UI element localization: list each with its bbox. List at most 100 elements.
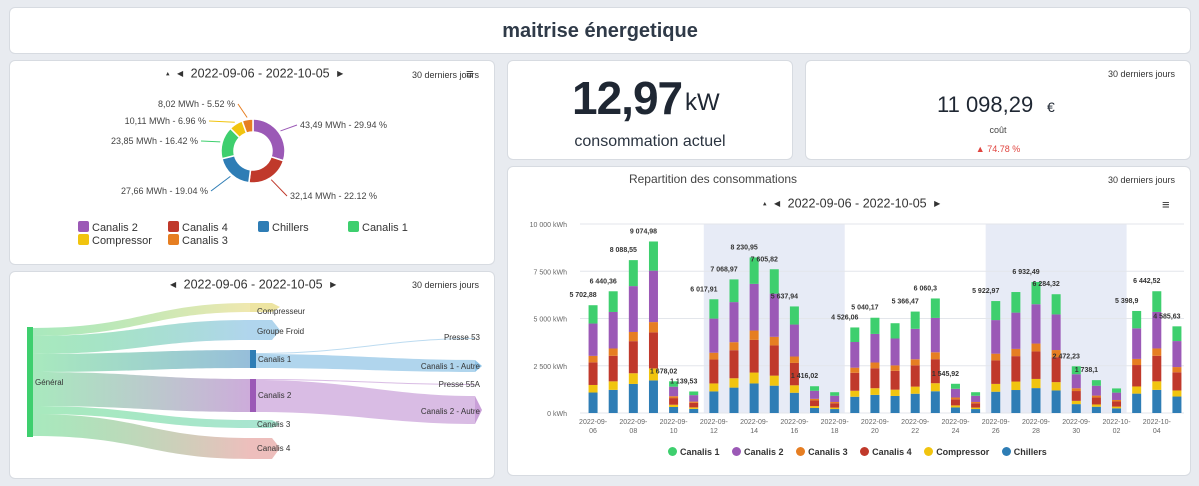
next-arrow-icon[interactable]: ▶ — [934, 199, 941, 209]
bar-stack[interactable] — [769, 269, 779, 413]
x-tick-label: 2022-09- — [660, 419, 689, 426]
bar-total-label: 5 366,47 — [892, 299, 919, 306]
bar-stack[interactable] — [648, 241, 658, 413]
bar-stack[interactable] — [810, 386, 820, 413]
prev-arrow-icon[interactable]: ◀ — [170, 280, 177, 290]
bar-segment-canalis-4 — [588, 362, 598, 385]
caret-up-icon[interactable]: ▴ — [763, 200, 767, 208]
legend-item-canalis2[interactable]: Canalis 2 — [78, 221, 138, 234]
period-label: 30 derniers jours — [1108, 175, 1176, 185]
bar-stack[interactable] — [950, 383, 960, 413]
date-navigator: ▴ ◀ 2022-09-06 - 2022-10-05 ▶ — [166, 66, 347, 81]
bar-segment-compressor — [890, 389, 900, 396]
next-arrow-icon[interactable]: ▶ — [330, 280, 337, 290]
sankey-link-canalis3 — [32, 406, 250, 428]
legend-item-canalis2[interactable]: Canalis 2 — [732, 447, 784, 457]
bar-stack[interactable] — [628, 260, 638, 413]
bar-segment-chillers — [1112, 408, 1122, 413]
bar-stack[interactable] — [608, 291, 618, 413]
bar-stack[interactable] — [669, 381, 679, 413]
bar-stack[interactable] — [1172, 326, 1182, 413]
bar-segment-canalis-2 — [971, 395, 981, 402]
legend-item-canalis4[interactable]: Canalis 4 — [860, 447, 912, 457]
bar-stack[interactable] — [588, 305, 598, 413]
bar-segment-canalis-2 — [810, 390, 820, 399]
bar-stack[interactable] — [689, 391, 699, 413]
bar-segment-chillers — [789, 392, 799, 413]
bar-segment-canalis-4 — [910, 365, 920, 387]
bar-stack[interactable] — [1132, 310, 1142, 413]
bar-segment-canalis-3 — [810, 398, 820, 401]
bar-total-label: 1 545,92 — [932, 371, 959, 378]
bar-segment-canalis-3 — [628, 331, 638, 342]
sankey-label-canalis1: Canalis 1 — [258, 355, 292, 364]
legend-item-compressor[interactable]: Compressor — [78, 234, 152, 247]
donut-slice-canalis-2[interactable] — [252, 118, 286, 162]
bar-stack[interactable] — [1071, 366, 1081, 413]
bar-stack[interactable] — [910, 311, 920, 413]
sankey-link-canalis1 — [32, 350, 250, 372]
menu-icon[interactable]: ≡ — [1162, 197, 1170, 212]
donut-slice-canalis-4[interactable] — [248, 155, 285, 184]
caret-up-icon[interactable]: ▴ — [166, 70, 170, 78]
bar-segment-canalis-1 — [689, 391, 699, 396]
bar-segment-chillers — [709, 391, 719, 413]
next-arrow-icon[interactable]: ▶ — [337, 69, 344, 79]
bar-segment-canalis-4 — [789, 362, 799, 386]
bar-stack[interactable] — [709, 299, 719, 413]
legend-item-canalis3[interactable]: Canalis 3 — [168, 234, 228, 247]
bar-total-label: 4 526,06 — [831, 314, 858, 321]
bar-segment-canalis-1 — [669, 381, 679, 387]
bar-segment-canalis-4 — [1031, 351, 1041, 379]
bar-stack[interactable] — [1031, 281, 1041, 413]
stacked-bar-chart: 0 kWh 2 500 kWh 5 000 kWh 7 500 kWh 10 000 k… — [530, 222, 1184, 435]
bar-segment-canalis-2 — [1011, 312, 1021, 349]
legend-item-chillers[interactable]: Chillers — [258, 221, 309, 234]
prev-arrow-icon[interactable]: ◀ — [177, 69, 184, 79]
sankey-label-general: Général — [35, 378, 64, 387]
bar-stack[interactable] — [850, 327, 860, 413]
legend-item-chillers[interactable]: Chillers — [1001, 447, 1047, 457]
bar-segment-canalis-3 — [1031, 343, 1041, 352]
bar-segment-canalis-4 — [769, 345, 779, 376]
bar-stack[interactable] — [1091, 380, 1101, 413]
bar-stack[interactable] — [1011, 292, 1021, 413]
bar-stack[interactable] — [870, 317, 880, 413]
donut-slice-canalis-3[interactable] — [241, 118, 254, 135]
bar-segment-canalis-2 — [789, 324, 799, 357]
bar-stack[interactable] — [749, 257, 759, 413]
bar-segment-canalis-1 — [709, 299, 719, 319]
menu-icon[interactable]: ≡ — [466, 66, 474, 81]
donut-connector — [210, 175, 231, 192]
bar-segment-canalis-2 — [608, 311, 618, 349]
legend-item-canalis3[interactable]: Canalis 3 — [796, 447, 848, 457]
x-tick-label: 2022-09- — [901, 419, 930, 426]
bar-stack[interactable] — [991, 301, 1001, 413]
x-tick-label: 24 — [952, 428, 960, 435]
bar-segment-canalis-2 — [1051, 314, 1061, 351]
bar-stack[interactable] — [971, 392, 981, 413]
bar-total-label: 6 017,91 — [690, 286, 717, 293]
bar-stack[interactable] — [1051, 294, 1061, 413]
bar-stack[interactable] — [930, 298, 940, 413]
bar-segment-compressor — [971, 407, 981, 410]
bar-stack[interactable] — [830, 392, 840, 413]
sankey-link-compresseur — [32, 303, 250, 336]
legend-item-canalis1[interactable]: Canalis 1 — [348, 221, 408, 234]
legend-item-compressor[interactable]: Compressor — [924, 447, 989, 457]
bar-stack[interactable] — [789, 306, 799, 413]
donut-slice-chillers[interactable] — [221, 154, 252, 184]
x-tick-label: 18 — [831, 428, 839, 435]
bar-stack[interactable] — [1152, 291, 1162, 413]
sankey-label-canalis3: Canalis 3 — [257, 420, 291, 429]
donut-data-label: 23,85 MWh - 16.42 % — [111, 136, 198, 146]
bar-stack[interactable] — [890, 323, 900, 413]
bar-segment-canalis-1 — [910, 311, 920, 329]
prev-arrow-icon[interactable]: ◀ — [774, 199, 781, 209]
legend-item-canalis1[interactable]: Canalis 1 — [668, 447, 720, 457]
x-tick-label: 16 — [791, 428, 799, 435]
bar-stack[interactable] — [729, 279, 739, 413]
legend-item-canalis4[interactable]: Canalis 4 — [168, 221, 228, 234]
bar-segment-canalis-3 — [950, 397, 960, 400]
bar-stack[interactable] — [1112, 388, 1122, 413]
